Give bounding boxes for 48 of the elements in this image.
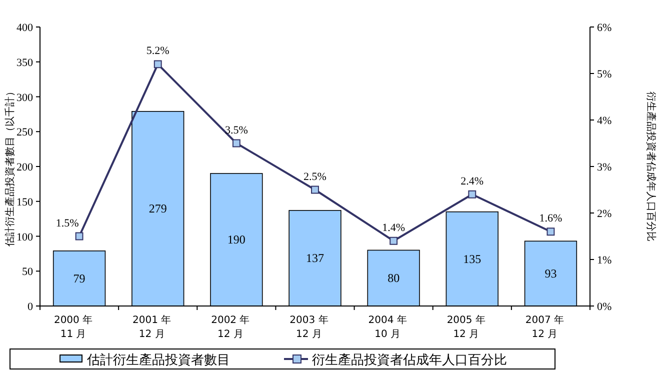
point	[311, 186, 319, 194]
data-label: 93	[544, 266, 557, 281]
data-label: 137	[306, 251, 324, 266]
y-tick-label: 250	[16, 126, 34, 139]
y2-tick-label: 1%	[597, 254, 612, 266]
y2-tick-label: 6%	[597, 22, 612, 34]
x-tick-label: 2004 年 10 月	[368, 314, 407, 340]
y2-tick-label: 5%	[597, 68, 612, 80]
data-label: 2.5%	[304, 170, 326, 183]
legend-label: 估計衍生產品投資者數目	[86, 353, 230, 368]
x-tick-label: 2003 年 12 月	[290, 314, 328, 340]
y2-tick-label: 0%	[597, 301, 612, 313]
data-label: 80	[388, 271, 400, 286]
x-tick-label: 2007 年 12 月	[525, 314, 564, 340]
point	[75, 232, 84, 240]
y-tick-label: 200	[16, 162, 34, 174]
y-tick-label: 100	[16, 231, 34, 244]
y2-tick-label: 2%	[597, 208, 612, 220]
legend-label: 衍生產品投資者佔成年人口百分比	[312, 353, 507, 368]
data-label: 1.5%	[56, 217, 79, 230]
point	[546, 228, 555, 236]
data-label: 1.4%	[382, 222, 406, 234]
data-label: 79	[73, 271, 86, 286]
y-tick-label: 50	[22, 266, 34, 278]
y2-tick-label: 3%	[597, 162, 612, 174]
point	[468, 190, 476, 198]
data-label: 1.6%	[539, 212, 562, 225]
y-axis-title: 估計衍生產品投資者數目（以千計）	[4, 86, 16, 246]
y-tick-label: 150	[16, 196, 34, 208]
x-tick-label: 2000 年 11 月	[54, 314, 93, 340]
point	[154, 60, 162, 68]
data-label: 190	[227, 232, 246, 247]
x-tick-label: 2002 年 12 月	[211, 314, 250, 340]
y-tick-label: 0	[28, 301, 34, 313]
data-label: 135	[463, 252, 482, 266]
y2-tick-label: 4%	[597, 115, 612, 127]
x-tick-label: 2001 年 12 月	[132, 314, 172, 340]
x-tick-label: 2005 年 12 月	[446, 314, 486, 340]
y-tick-label: 350	[16, 56, 34, 69]
data-label: 279	[148, 202, 167, 216]
y2-axis-title: 衍生產品投資者佔成年人口百分比	[645, 92, 657, 242]
data-label: 5.2%	[146, 45, 170, 58]
y-tick-label: 300	[16, 92, 34, 104]
y-tick-label: 400	[16, 22, 34, 34]
point	[232, 139, 240, 148]
data-label: 2.4%	[460, 175, 484, 188]
point	[390, 236, 398, 245]
data-label: 3.5%	[224, 124, 248, 136]
